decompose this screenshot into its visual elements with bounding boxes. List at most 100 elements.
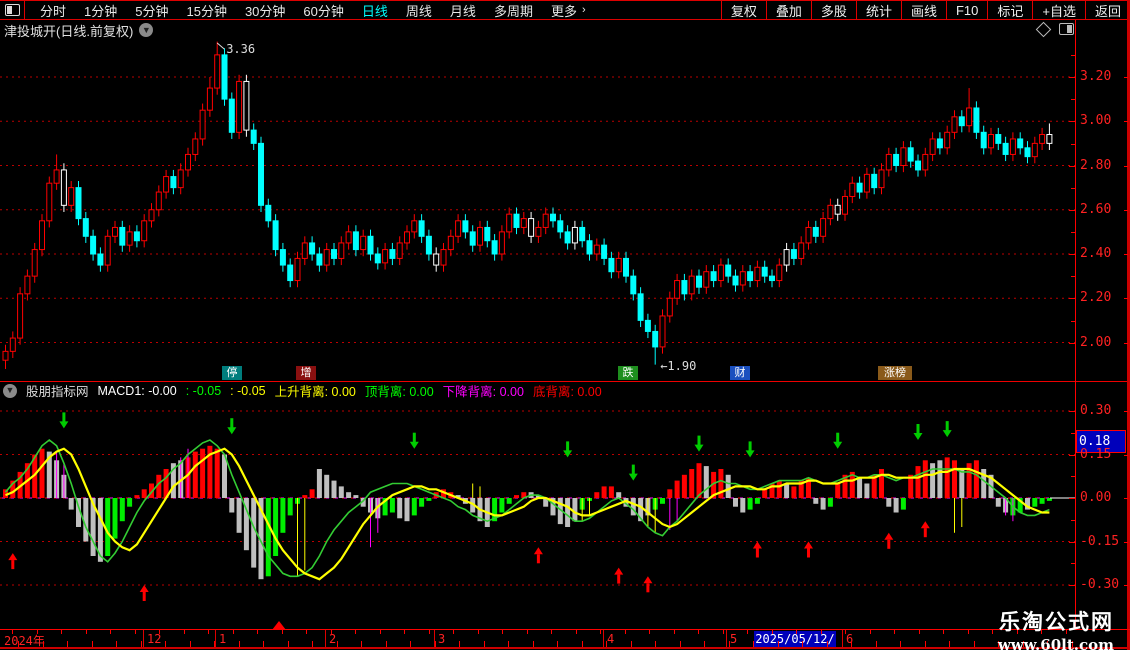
period-tab-15分钟[interactable]: 15分钟 <box>186 3 227 19</box>
indicator-axis-label: -0.30 <box>1080 577 1120 592</box>
action-button-标记[interactable]: 标记 <box>987 1 1032 19</box>
watermark-site-name: 乐淘公式网 <box>999 610 1114 634</box>
period-tab-60分钟[interactable]: 60分钟 <box>303 3 344 19</box>
axis-tick <box>826 641 828 647</box>
time-axis-label: 12 <box>147 632 162 646</box>
price-axis-line <box>1075 20 1076 630</box>
axis-tick <box>110 630 111 634</box>
axis-tick <box>1071 143 1075 145</box>
axis-tick <box>771 630 773 634</box>
action-button-画线[interactable]: 画线 <box>900 1 946 19</box>
axis-tick <box>238 641 240 647</box>
signal-spikes-layer <box>56 448 1014 577</box>
axis-tick <box>869 630 871 634</box>
axis-tick <box>624 630 626 634</box>
action-button-+自选[interactable]: +自选 <box>1032 1 1085 19</box>
axis-tick <box>796 630 797 634</box>
watermark: 乐淘公式网 www.60lt.com <box>998 606 1114 650</box>
price-axis-label: 3.00 <box>1080 113 1112 129</box>
period-tab-1分钟[interactable]: 1分钟 <box>84 3 118 19</box>
axis-tick <box>943 630 944 634</box>
indicator-header-segment: 底背离: 0.00 <box>532 385 602 399</box>
panel-icon[interactable] <box>1059 23 1074 35</box>
chart-tag-停[interactable]: 停 <box>222 366 242 380</box>
chart-tag-增[interactable]: 增 <box>296 366 316 380</box>
axis-tick <box>1071 55 1075 56</box>
axis-tick <box>140 641 142 647</box>
axis-tick <box>820 630 822 634</box>
axis-tick <box>1124 121 1128 123</box>
axis-tick <box>183 630 185 634</box>
action-button-复权[interactable]: 复权 <box>720 1 766 19</box>
indicator-header-segment: : -0.05 <box>230 383 266 398</box>
axis-tick <box>410 641 411 647</box>
axis-tick <box>453 630 454 634</box>
time-axis-label: 2024年 <box>4 634 45 648</box>
axis-tick <box>918 630 920 634</box>
axis-tick <box>894 630 895 634</box>
macd-indicator-chart[interactable] <box>0 400 1076 608</box>
axis-tick <box>1124 454 1128 456</box>
axis-tick <box>1069 342 1075 344</box>
axis-tick <box>1069 77 1075 78</box>
chart-tag-跌[interactable]: 跌 <box>618 366 638 380</box>
axis-tick <box>973 641 975 647</box>
period-tab-分时[interactable]: 分时 <box>40 3 67 19</box>
axis-tick <box>557 641 558 647</box>
axis-tick <box>1071 519 1075 521</box>
chart-corner-icons <box>1035 21 1074 37</box>
time-axis-separator <box>842 630 843 647</box>
action-button-返回[interactable]: 返回 <box>1084 1 1130 19</box>
period-tab-更多[interactable]: 更多 <box>550 3 577 19</box>
period-tab-周线[interactable]: 周线 <box>405 3 432 19</box>
axis-tick <box>753 641 754 647</box>
panel-split-icon[interactable] <box>0 1 25 19</box>
action-button-叠加[interactable]: 叠加 <box>765 1 811 19</box>
axis-tick <box>1016 630 1018 634</box>
axis-tick <box>1071 320 1075 322</box>
action-button-F10[interactable]: F10 <box>945 1 987 19</box>
axis-tick <box>1069 209 1075 211</box>
period-tab-多周期[interactable]: 多周期 <box>493 3 533 19</box>
period-tab-5分钟[interactable]: 5分钟 <box>135 3 169 19</box>
axis-tick <box>1069 541 1075 543</box>
time-axis-separator <box>434 630 435 647</box>
axis-tick <box>502 630 503 634</box>
action-button-多股[interactable]: 多股 <box>810 1 856 19</box>
indicator-header-segment: 股朋指标网 <box>26 385 89 399</box>
indicator-axis-label: 0.00 <box>1080 490 1112 505</box>
instrument-titlebar: 津投城开(日线.前复权) ▼ <box>4 21 154 39</box>
axis-tick <box>575 630 577 634</box>
period-tab-月线[interactable]: 月线 <box>449 3 476 19</box>
axis-tick <box>722 630 724 634</box>
axis-tick <box>1071 563 1075 565</box>
axis-tick <box>551 630 552 634</box>
axis-tick <box>655 641 656 647</box>
axis-tick <box>1071 641 1073 647</box>
axis-tick <box>257 630 258 634</box>
period-tabs: 分时 1分钟 5分钟 15分钟 30分钟 60分钟 日线 周线 月线 多周期 更多 › <box>25 1 586 20</box>
diamond-icon[interactable] <box>1035 21 1052 37</box>
axis-tick <box>728 641 730 647</box>
action-button-统计[interactable]: 统计 <box>855 1 901 19</box>
axis-tick <box>1069 498 1075 499</box>
axis-tick <box>1124 411 1128 412</box>
axis-tick <box>434 641 436 647</box>
indicator-chevron-down-icon[interactable]: ▼ <box>3 383 17 398</box>
chart-tag-涨榜[interactable]: 涨榜 <box>878 366 912 380</box>
axis-tick <box>159 630 160 634</box>
period-tab-30分钟[interactable]: 30分钟 <box>244 3 286 19</box>
axis-tick <box>875 641 877 647</box>
selected-date-label[interactable]: 2025/05/12/— <box>754 631 836 650</box>
period-tab-日线[interactable]: 日线 <box>361 3 388 19</box>
axis-tick <box>967 630 969 634</box>
time-axis-line <box>0 629 1130 630</box>
dea-line <box>5 447 1050 581</box>
axis-tick <box>459 641 460 647</box>
axis-tick <box>1069 585 1075 586</box>
axis-tick <box>61 630 62 634</box>
candlestick-chart[interactable]: 3.36 ←1.90 <box>0 40 1076 382</box>
chevron-down-circle-icon[interactable]: ▼ <box>139 23 154 37</box>
chart-tag-财[interactable]: 财 <box>730 366 750 380</box>
indicator-axis-label: 0.30 <box>1080 403 1112 418</box>
